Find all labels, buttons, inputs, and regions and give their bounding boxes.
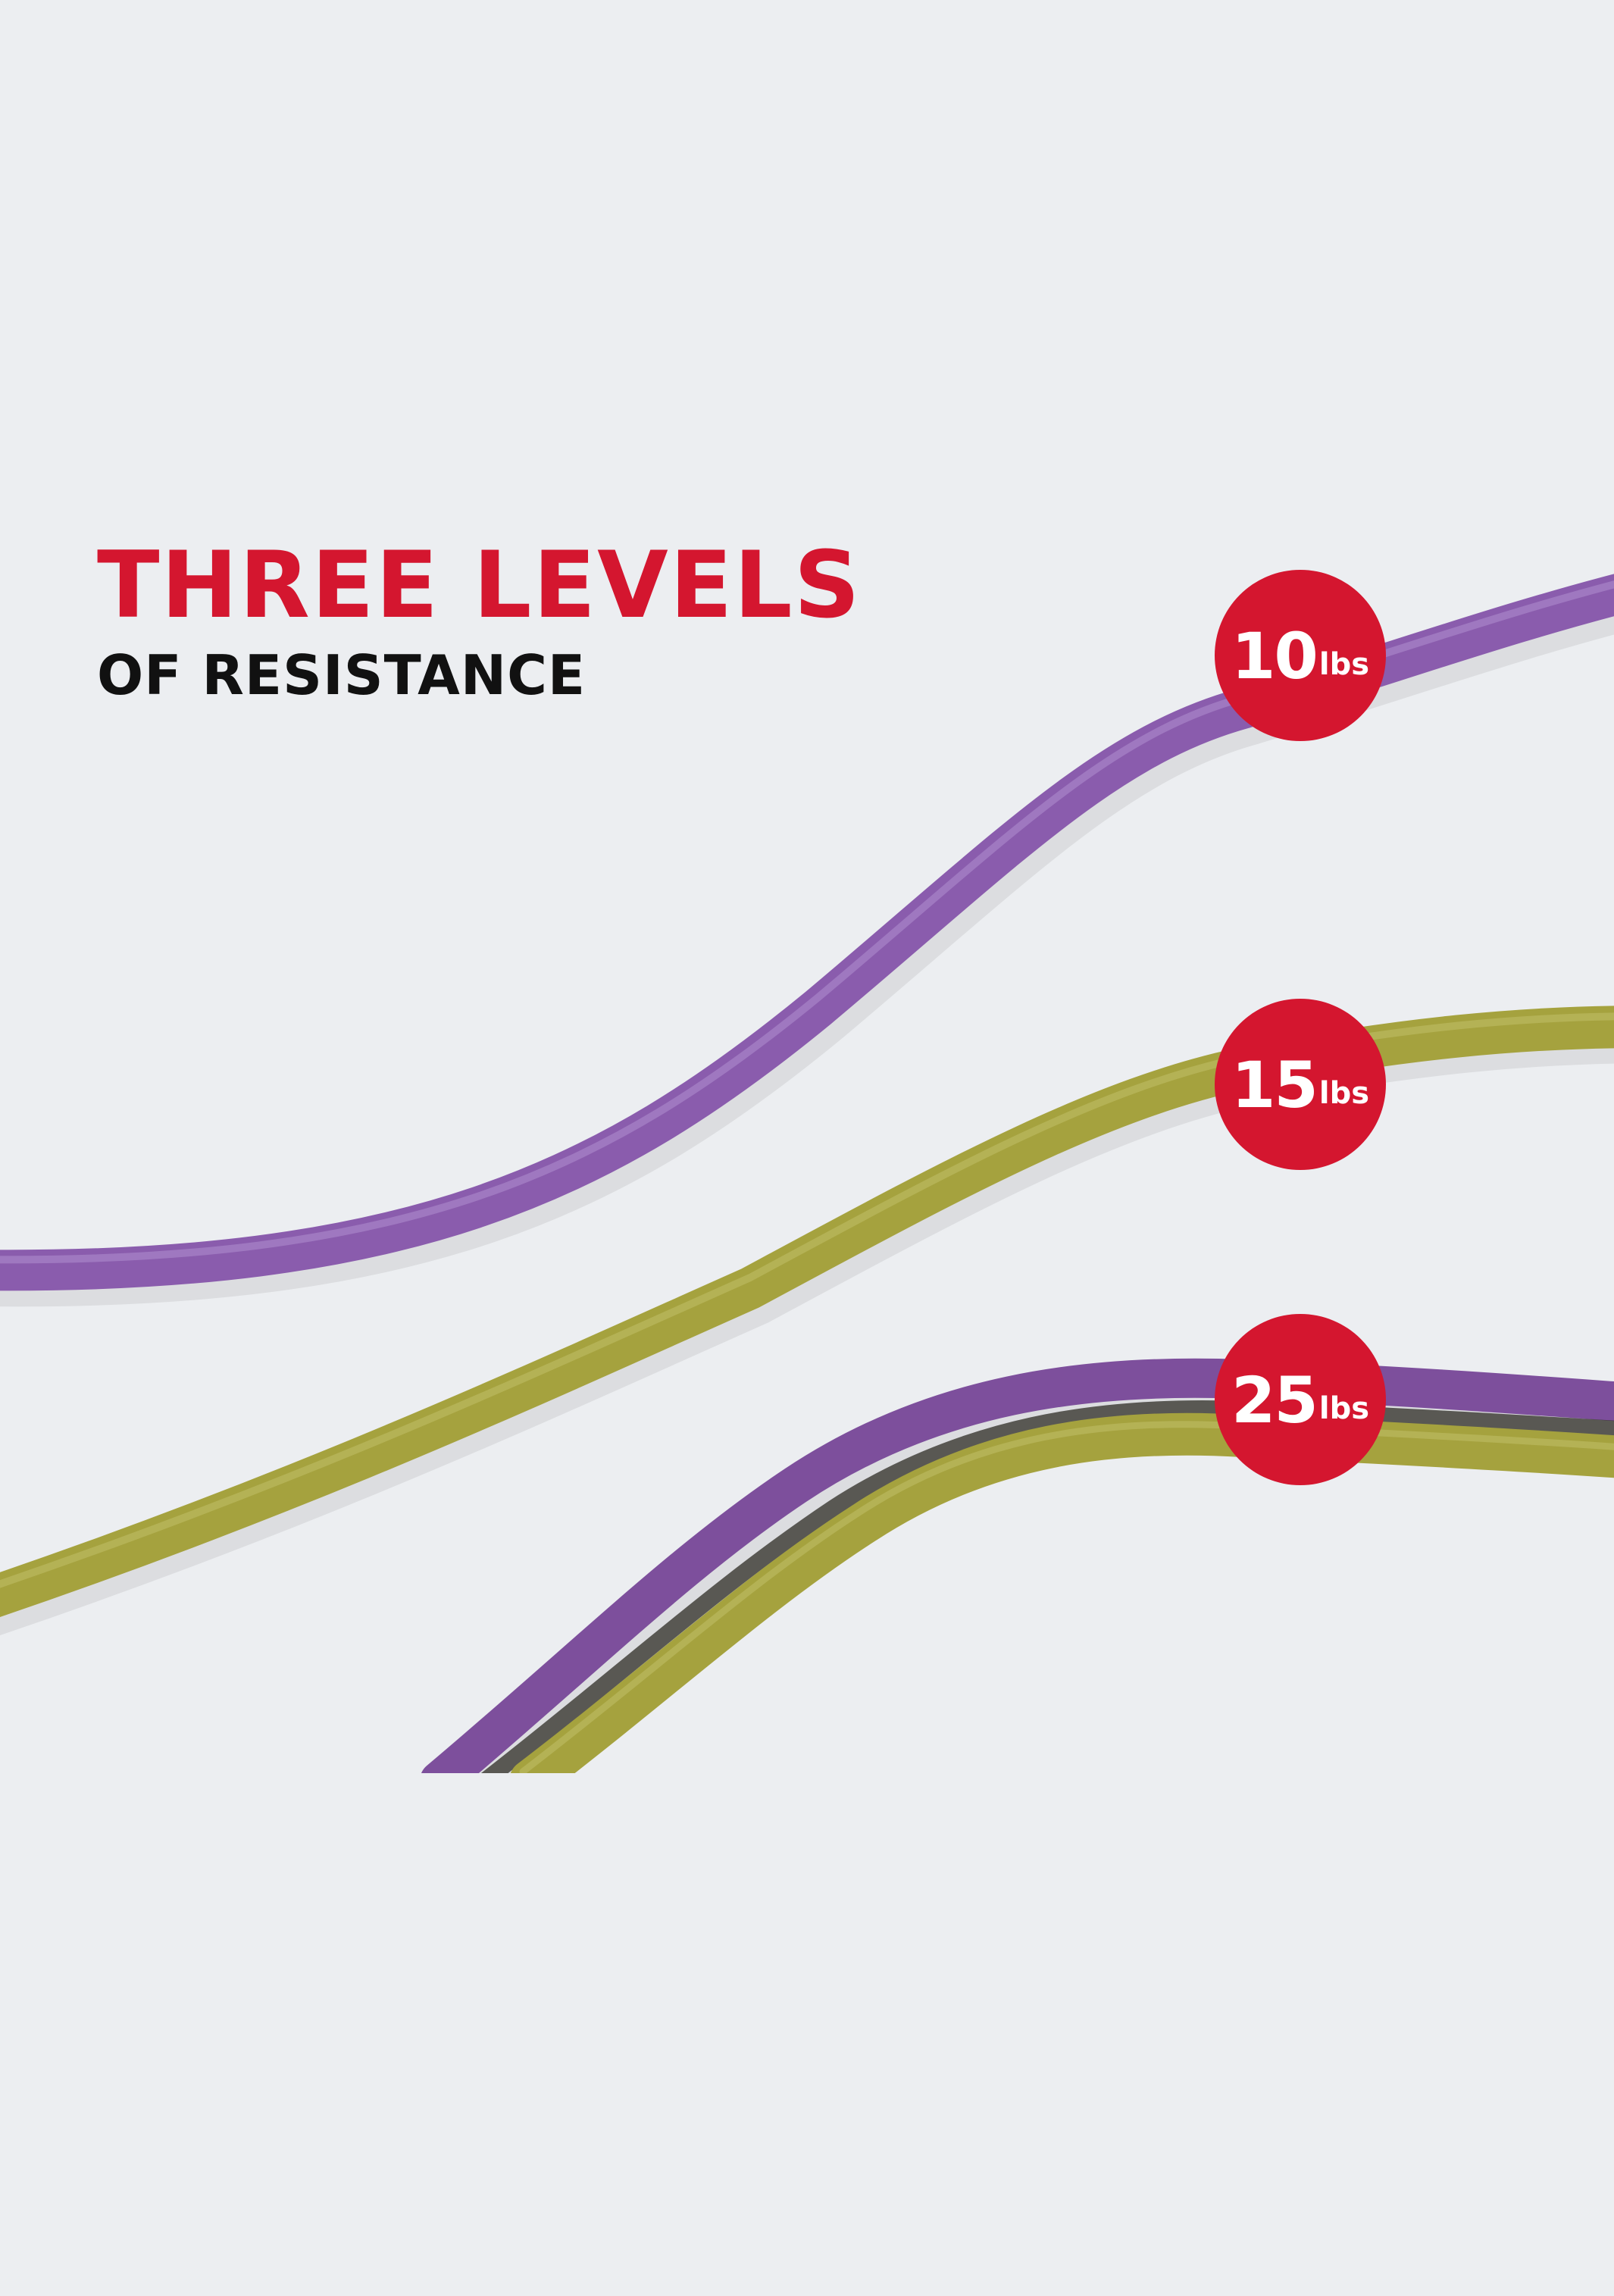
band-25lbs-purple [421, 1358, 1614, 1773]
badge-value: 10 [1231, 619, 1318, 693]
band-15lbs-green [0, 1006, 1614, 1618]
badge-value: 15 [1231, 1048, 1318, 1122]
resistance-badge-15lbs: 15 lbs [1215, 999, 1386, 1170]
headline: THREE LEVELS OF RESISTANCE [97, 540, 862, 702]
resistance-bands-illustration [0, 574, 1614, 1773]
resistance-badge-25lbs: 25 lbs [1215, 1314, 1386, 1485]
resistance-badge-10lbs: 10 lbs [1215, 570, 1386, 741]
band-25lbs-green [511, 1412, 1614, 1773]
badge-unit: lbs [1318, 647, 1370, 682]
badge-unit: lbs [1318, 1391, 1370, 1426]
badge-value: 25 [1231, 1363, 1318, 1437]
band-10lbs-purple [0, 574, 1614, 1291]
band-15lbs-highlight [0, 1012, 1614, 1588]
band-25lbs-green-highlight [519, 1421, 1614, 1773]
badge-unit: lbs [1318, 1076, 1370, 1111]
product-panel: THREE LEVELS OF RESISTANCE 10 lbs 15 lbs… [0, 540, 1614, 1773]
headline-subtitle: OF RESISTANCE [97, 643, 586, 707]
headline-title: THREE LEVELS [97, 532, 862, 639]
band-25lbs-seam [480, 1400, 1614, 1773]
band-10lbs-highlight [0, 580, 1614, 1264]
